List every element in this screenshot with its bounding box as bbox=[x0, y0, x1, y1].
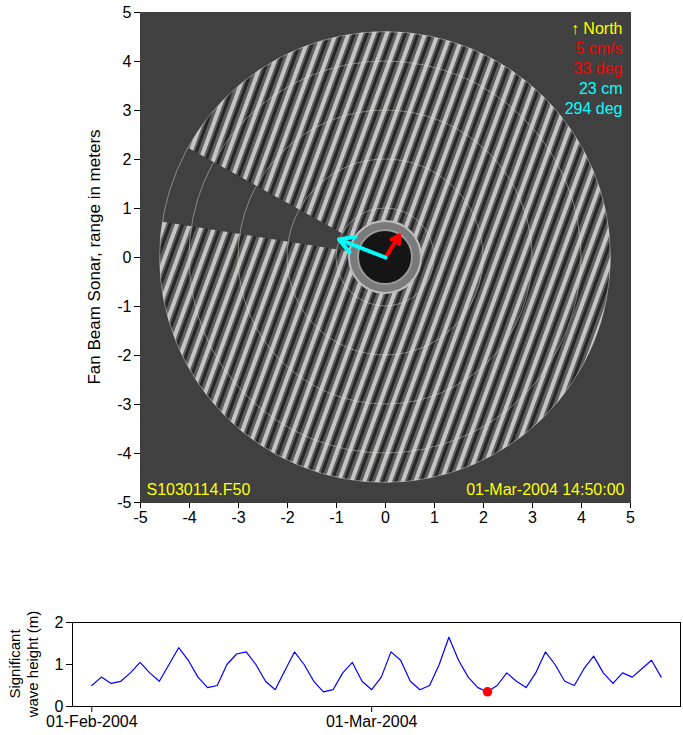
svg-text:-2: -2 bbox=[280, 509, 294, 526]
svg-text:-1: -1 bbox=[117, 298, 131, 315]
svg-text:-5: -5 bbox=[117, 494, 131, 511]
svg-text:5 cm/s: 5 cm/s bbox=[575, 40, 622, 57]
svg-text:Fan Beam Sonar, range in meter: Fan Beam Sonar, range in meters bbox=[85, 129, 104, 384]
svg-text:23 cm: 23 cm bbox=[579, 80, 623, 97]
svg-text:-3: -3 bbox=[117, 396, 131, 413]
svg-text:-1: -1 bbox=[329, 509, 343, 526]
svg-text:3: 3 bbox=[123, 102, 132, 119]
svg-text:3: 3 bbox=[528, 509, 537, 526]
svg-text:01-Mar-2004: 01-Mar-2004 bbox=[326, 713, 418, 730]
svg-text:2: 2 bbox=[479, 509, 488, 526]
svg-text:33 deg: 33 deg bbox=[574, 60, 623, 77]
svg-text:01-Feb-2004: 01-Feb-2004 bbox=[46, 713, 138, 730]
svg-text:0: 0 bbox=[54, 697, 64, 715]
svg-text:0: 0 bbox=[123, 249, 132, 266]
svg-text:-3: -3 bbox=[231, 509, 245, 526]
svg-text:5: 5 bbox=[123, 4, 132, 21]
svg-text:01-Mar-2004 14:50:00: 01-Mar-2004 14:50:00 bbox=[466, 481, 624, 498]
svg-text:wave height (m): wave height (m) bbox=[24, 611, 41, 719]
svg-text:-4: -4 bbox=[182, 509, 196, 526]
svg-text:5: 5 bbox=[626, 509, 635, 526]
svg-text:1: 1 bbox=[123, 200, 132, 217]
svg-text:2: 2 bbox=[123, 151, 132, 168]
svg-text:-4: -4 bbox=[117, 445, 131, 462]
svg-text:-5: -5 bbox=[133, 509, 147, 526]
svg-text:4: 4 bbox=[577, 509, 586, 526]
svg-text:1: 1 bbox=[55, 656, 64, 673]
svg-text:1: 1 bbox=[430, 509, 439, 526]
svg-text:Significant: Significant bbox=[6, 629, 23, 699]
svg-text:4: 4 bbox=[123, 53, 132, 70]
svg-text:294 deg: 294 deg bbox=[565, 100, 623, 117]
svg-text:S1030114.F50: S1030114.F50 bbox=[147, 481, 251, 498]
svg-text:2: 2 bbox=[55, 614, 64, 631]
svg-text:0: 0 bbox=[381, 509, 390, 526]
svg-text:↑ North: ↑ North bbox=[571, 20, 623, 37]
svg-text:-2: -2 bbox=[117, 347, 131, 364]
